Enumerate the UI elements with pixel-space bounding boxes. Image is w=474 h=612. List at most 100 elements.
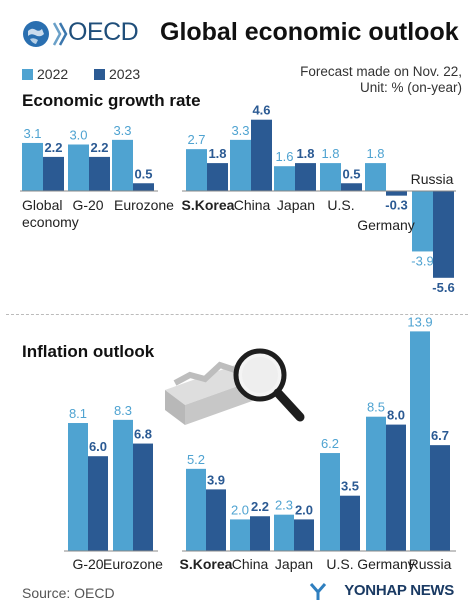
category-label-inflation-eurozone: Eurozone xyxy=(103,556,163,572)
bar-growth-u-s-2022 xyxy=(320,163,341,191)
category-label-growth-global-economy-2: economy xyxy=(22,214,79,230)
data-label-growth-s-korea-2023: 1.8 xyxy=(208,146,226,161)
data-label-growth-eurozone-2023: 0.5 xyxy=(134,166,152,181)
bar-growth-germany-2023 xyxy=(386,191,407,196)
bar-inflation-eurozone-2022 xyxy=(113,419,133,551)
bar-inflation-russia-2022 xyxy=(410,331,430,551)
data-label-inflation-japan-2023: 2.0 xyxy=(295,502,313,517)
growth-section-title: Economic growth rate xyxy=(22,91,201,110)
data-label-inflation-g-20-2022: 8.1 xyxy=(69,406,87,421)
bar-inflation-eurozone-2023 xyxy=(133,443,153,551)
section-divider xyxy=(6,314,468,315)
data-label-growth-u-s-2023: 0.5 xyxy=(342,166,360,181)
legend-label-2023: 2023 xyxy=(109,66,141,82)
category-label-growth-eurozone: Eurozone xyxy=(114,197,174,213)
bar-growth-s-korea-2023 xyxy=(207,163,228,191)
publisher-brand: YONHAP NEWS xyxy=(344,582,454,599)
bar-growth-china-2023 xyxy=(251,119,272,191)
data-label-growth-china-2022: 3.3 xyxy=(231,123,249,138)
data-label-growth-germany-2022: 1.8 xyxy=(366,146,384,161)
category-label-growth-g-20: G-20 xyxy=(72,197,103,213)
bar-inflation-japan-2023 xyxy=(294,519,314,551)
bar-growth-eurozone-2023 xyxy=(133,183,154,191)
bar-growth-global-economy-2022 xyxy=(22,142,43,191)
data-label-growth-japan-2022: 1.6 xyxy=(275,149,293,164)
data-label-inflation-russia-2023: 6.7 xyxy=(431,428,449,443)
bar-inflation-japan-2022 xyxy=(274,514,294,551)
bar-inflation-g-20-2023 xyxy=(88,456,108,551)
data-label-growth-eurozone-2022: 3.3 xyxy=(113,123,131,138)
source-note: Source: OECD xyxy=(22,585,115,601)
data-label-growth-s-korea-2022: 2.7 xyxy=(187,132,205,147)
bar-growth-china-2022 xyxy=(230,139,251,191)
bar-inflation-s-korea-2022 xyxy=(186,468,206,551)
category-label-inflation-germany: Germany xyxy=(357,556,415,572)
data-label-growth-g-20-2022: 3.0 xyxy=(69,128,87,143)
data-label-inflation-china-2023: 2.2 xyxy=(251,499,269,514)
category-label-inflation-s-korea: S.Korea xyxy=(180,556,233,572)
bar-inflation-russia-2023 xyxy=(430,445,450,551)
bar-growth-g-20-2022 xyxy=(68,144,89,191)
data-label-growth-china-2023: 4.6 xyxy=(252,103,270,118)
legend-item-2022: 2022 xyxy=(22,66,68,82)
category-label-inflation-russia: Russia xyxy=(409,556,452,572)
category-label-inflation-japan: Japan xyxy=(275,556,313,572)
data-label-growth-japan-2023: 1.8 xyxy=(296,146,314,161)
bar-inflation-germany-2023 xyxy=(386,424,406,551)
data-label-inflation-s-korea-2023: 3.9 xyxy=(207,472,225,487)
bar-inflation-u-s-2023 xyxy=(340,495,360,551)
category-label-growth-u-s: U.S. xyxy=(327,197,354,213)
bar-growth-eurozone-2022 xyxy=(112,139,133,191)
bar-inflation-germany-2022 xyxy=(366,416,386,551)
chart-magnifier-illustration xyxy=(160,345,310,435)
bar-growth-germany-2022 xyxy=(365,163,386,191)
category-label-growth-s-korea: S.Korea xyxy=(182,197,235,213)
data-label-inflation-u-s-2022: 6.2 xyxy=(321,436,339,451)
data-label-growth-russia-2022: -3.9 xyxy=(411,253,433,268)
org-name: OECD xyxy=(68,18,139,46)
data-label-inflation-u-s-2023: 3.5 xyxy=(341,479,359,494)
category-label-growth-russia: Russia xyxy=(411,171,454,187)
category-label-growth-japan: Japan xyxy=(277,197,315,213)
bar-inflation-u-s-2022 xyxy=(320,453,340,551)
page-title: Global economic outlook xyxy=(160,18,459,46)
category-label-inflation-u-s: U.S. xyxy=(326,556,353,572)
data-label-inflation-germany-2023: 8.0 xyxy=(387,408,405,423)
legend-label-2022: 2022 xyxy=(37,66,69,82)
oecd-logo-icon xyxy=(22,20,50,48)
data-label-inflation-china-2022: 2.0 xyxy=(231,502,249,517)
data-label-inflation-eurozone-2023: 6.8 xyxy=(134,427,152,442)
data-label-inflation-eurozone-2022: 8.3 xyxy=(114,403,132,418)
bar-growth-u-s-2023 xyxy=(341,183,362,191)
category-label-growth-china: China xyxy=(234,197,271,213)
legend-swatch-2022 xyxy=(22,68,33,80)
category-label-inflation-china: China xyxy=(232,556,269,572)
data-label-inflation-g-20-2023: 6.0 xyxy=(89,439,107,454)
data-label-inflation-japan-2022: 2.3 xyxy=(275,498,293,513)
legend-item-2023: 2023 xyxy=(94,66,140,82)
data-label-growth-russia-2023: -5.6 xyxy=(432,280,454,295)
bar-growth-global-economy-2023 xyxy=(43,156,64,191)
data-label-growth-g-20-2023: 2.2 xyxy=(90,140,108,155)
bar-inflation-china-2022 xyxy=(230,519,250,551)
legend-swatch-2023 xyxy=(94,68,105,80)
data-label-inflation-germany-2022: 8.5 xyxy=(367,400,385,415)
category-label-growth-global-economy-1: Global xyxy=(22,197,62,213)
data-label-growth-u-s-2022: 1.8 xyxy=(321,146,339,161)
data-label-growth-germany-2023: -0.3 xyxy=(385,198,407,213)
bar-inflation-g-20-2022 xyxy=(68,423,88,551)
bar-growth-s-korea-2022 xyxy=(186,149,207,191)
bar-growth-japan-2022 xyxy=(274,166,295,191)
bar-growth-russia-2022 xyxy=(412,191,433,252)
data-label-inflation-s-korea-2022: 5.2 xyxy=(187,452,205,467)
forecast-note: Forecast made on Nov. 22, Unit: % (on-ye… xyxy=(300,64,462,96)
forecast-date-note: Forecast made on Nov. 22, xyxy=(300,64,462,79)
category-label-growth-germany: Germany xyxy=(357,217,415,233)
yonhap-logo-icon xyxy=(309,582,327,607)
bar-growth-g-20-2023 xyxy=(89,156,110,191)
data-label-growth-global-economy-2023: 2.2 xyxy=(44,140,62,155)
inflation-section-title: Inflation outlook xyxy=(22,342,155,361)
data-label-inflation-russia-2022: 13.9 xyxy=(407,314,432,329)
